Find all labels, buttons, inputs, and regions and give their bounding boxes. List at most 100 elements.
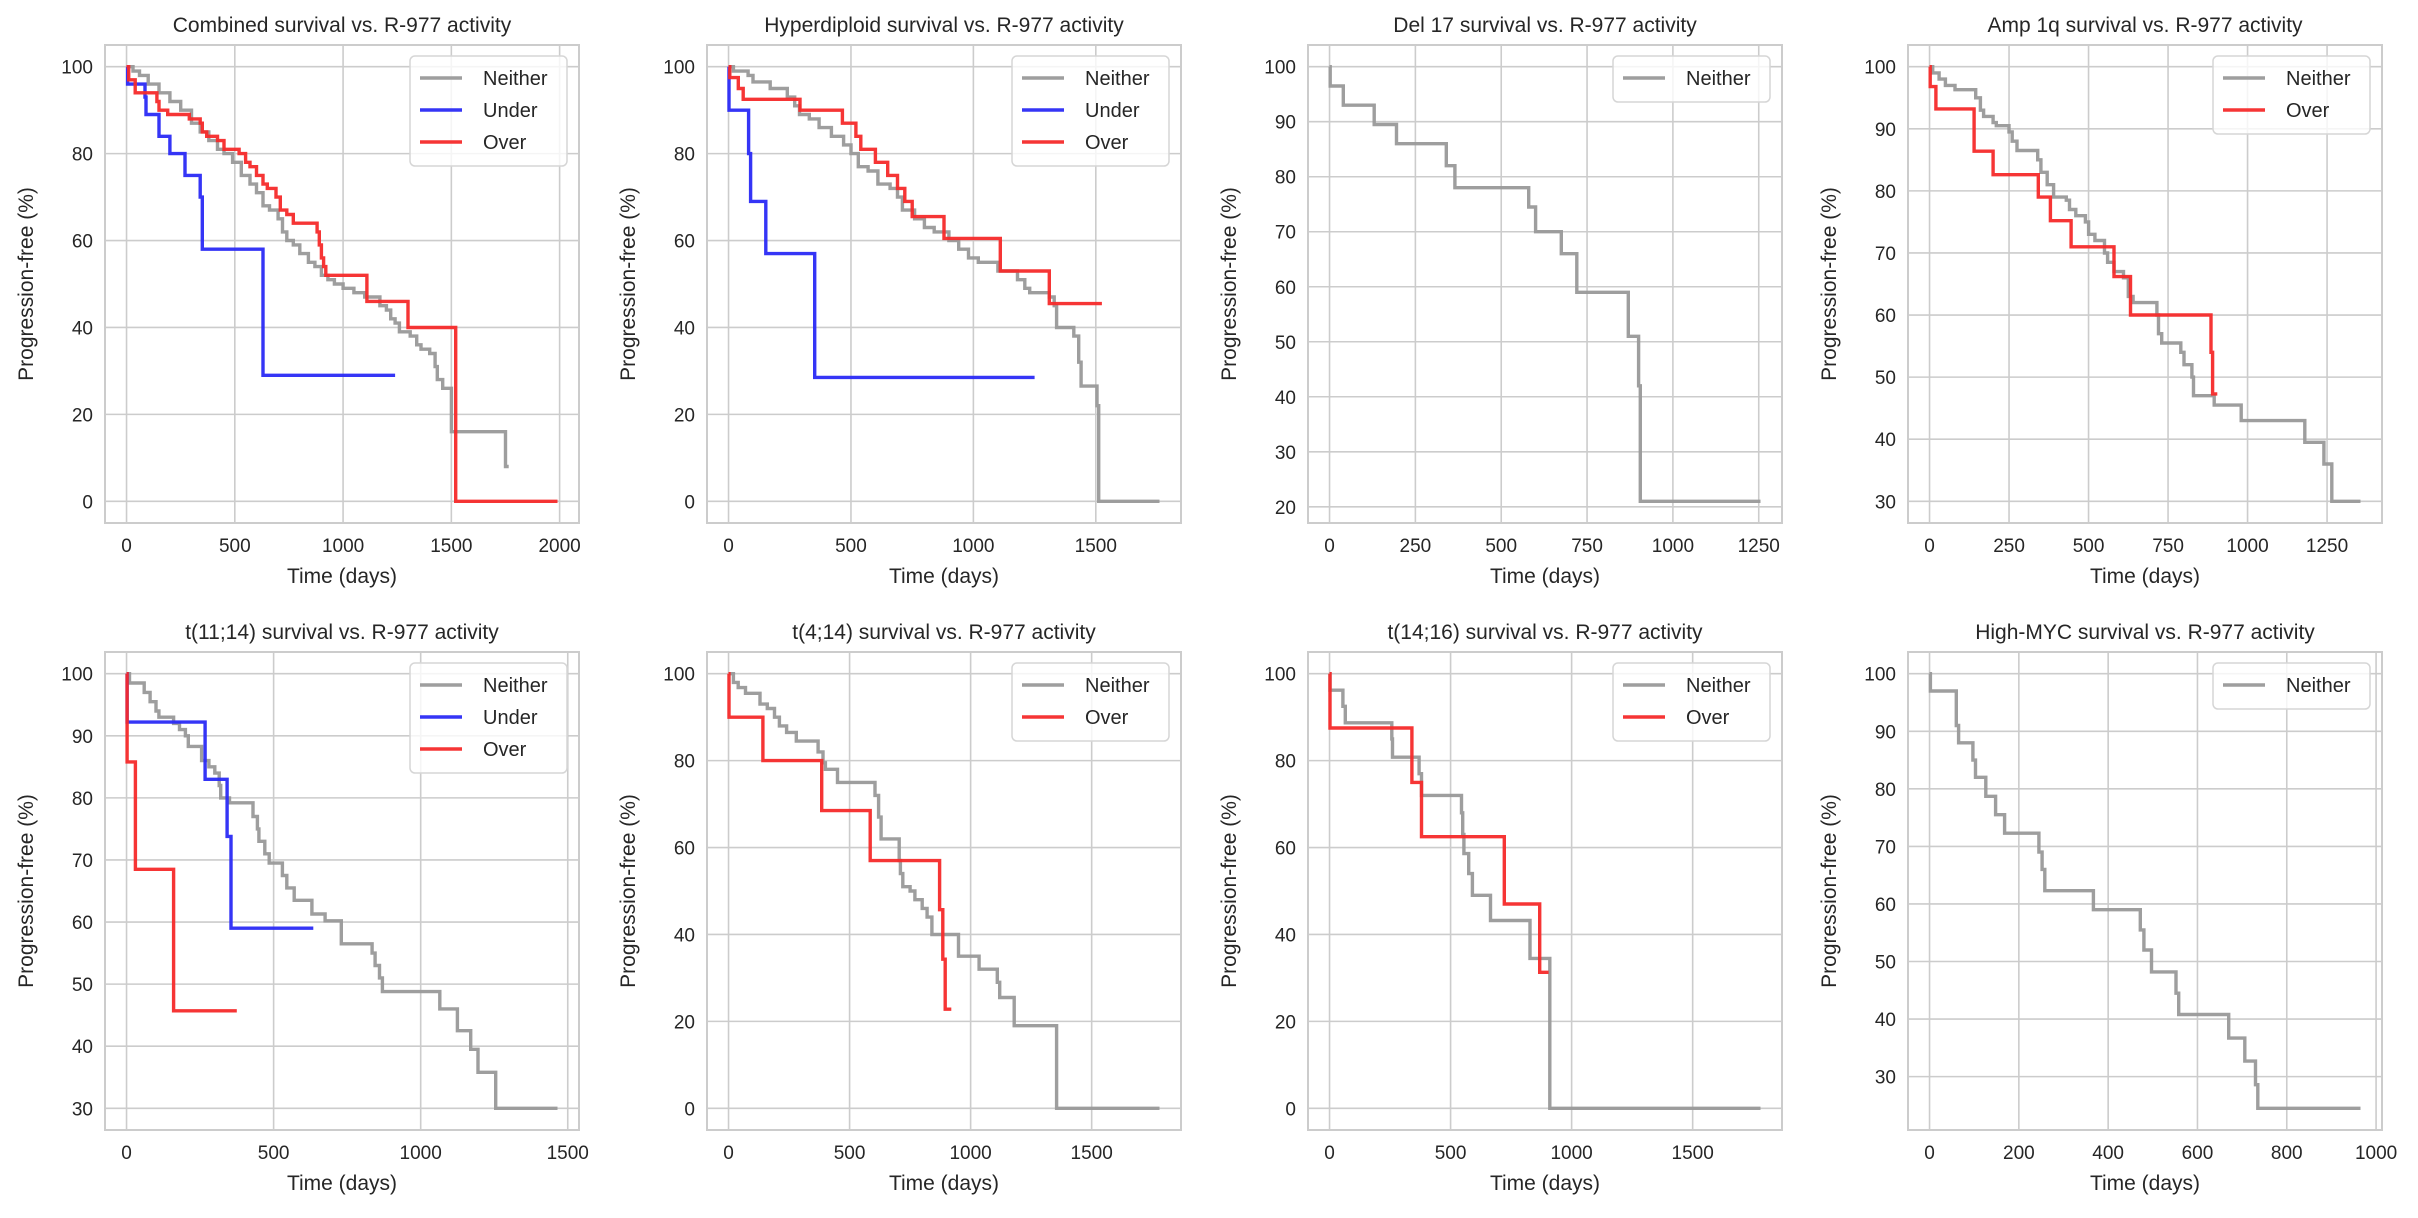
y-tick-label: 100 [1864, 665, 1896, 686]
y-tick-label: 30 [1875, 492, 1896, 513]
subplot-4: 0 250 500 750 1000 1250 30 40 50 60 70 80 90 100 Amp 1… [1818, 14, 2383, 588]
y-tick-label: 100 [61, 665, 93, 686]
x-tick-label: 500 [1485, 536, 1517, 557]
axes-frame [104, 44, 580, 524]
y-tick-label: 80 [674, 752, 695, 773]
x-tick-label: 500 [834, 1143, 866, 1164]
y-tick-label: 0 [684, 1099, 695, 1120]
legend: Neither [2212, 662, 2371, 710]
y-axis-label: Progression-free (%) [15, 794, 38, 988]
legend-item-under: Under [420, 100, 538, 122]
y-tick-label: 20 [1275, 1012, 1296, 1033]
subplot-3: 0 250 500 750 1000 1250 20 30 40 50 60 70 80 90 100 Del… [1218, 14, 1783, 588]
x-tick-label: 1000 [1652, 536, 1694, 557]
y-tick-label: 50 [72, 975, 93, 996]
legend-box [2212, 662, 2371, 710]
y-tick-label: 80 [674, 145, 695, 166]
legend: Neither Over [2212, 55, 2371, 135]
legend-item-neither: Neither [2223, 675, 2351, 697]
y-tick-label: 0 [1285, 1099, 1296, 1120]
y-tick-label: 40 [674, 925, 695, 946]
legend-label: Under [483, 707, 538, 729]
x-tick-label: 0 [723, 1143, 734, 1164]
y-tick-label: 0 [684, 492, 695, 513]
legend-label: Neither [1085, 68, 1150, 90]
legend-box [409, 55, 568, 167]
subplot-6: 0 500 1000 1500 0 20 40 60 80 100 t(4;14) survival… [617, 621, 1182, 1195]
x-tick-label: 200 [2003, 1143, 2035, 1164]
y-tick-label: 100 [1264, 58, 1296, 79]
subplot-title: t(14;16) survival vs. R-977 activity [1387, 621, 1703, 644]
y-tick-label: 30 [1275, 443, 1296, 464]
legend-label: Neither [1686, 675, 1751, 697]
x-tick-label: 500 [258, 1143, 290, 1164]
series-line-over [1928, 65, 2218, 396]
y-tick-label: 40 [1275, 388, 1296, 409]
legend-item-neither: Neither [420, 675, 548, 697]
subplot-title: t(11;14) survival vs. R-977 activity [185, 621, 499, 644]
y-tick-label: 60 [1875, 306, 1896, 327]
x-tick-label: 0 [1924, 536, 1935, 557]
x-tick-label: 0 [1324, 1143, 1335, 1164]
legend-label: Over [1085, 132, 1129, 154]
series-line-under [125, 65, 396, 377]
y-tick-label: 80 [72, 145, 93, 166]
x-tick-label: 1500 [430, 536, 472, 557]
x-tick-label: 1000 [2226, 536, 2268, 557]
y-axis-label: Progression-free (%) [617, 794, 640, 988]
series-line-neither [1328, 65, 1761, 503]
y-tick-label: 50 [1275, 333, 1296, 354]
legend-label: Over [483, 132, 527, 154]
y-tick-label: 90 [72, 727, 93, 748]
y-axis-label: Progression-free (%) [15, 187, 38, 381]
y-tick-label: 80 [72, 789, 93, 810]
subplot-8: 0 200 400 600 800 1000 30 40 50 60 70 80 90 100 High-M… [1818, 621, 2397, 1195]
legend-item-under: Under [420, 707, 538, 729]
legend-box [2212, 55, 2371, 135]
x-tick-label: 0 [723, 536, 734, 557]
y-tick-label: 80 [1275, 752, 1296, 773]
x-axis-label: Time (days) [1490, 1172, 1600, 1195]
x-tick-label: 250 [1400, 536, 1432, 557]
y-axis-label: Progression-free (%) [1218, 794, 1241, 988]
axes-frame [706, 44, 1182, 524]
legend-item-under: Under [1022, 100, 1140, 122]
x-tick-label: 1000 [322, 536, 364, 557]
subplot-5: 0 500 1000 1500 30 40 50 60 70 80 90 100 t(11;14) su… [15, 621, 589, 1195]
legend-label: Neither [2286, 675, 2351, 697]
x-tick-label: 1000 [2355, 1143, 2397, 1164]
legend-box [1011, 55, 1170, 167]
axes-frame [104, 651, 580, 1131]
series-line-over [1328, 672, 1549, 974]
legend-box [1612, 55, 1771, 103]
y-tick-label: 40 [72, 1037, 93, 1058]
y-tick-label: 100 [61, 58, 93, 79]
axes-frame [1907, 651, 2383, 1131]
x-tick-label: 500 [1435, 1143, 1467, 1164]
y-tick-label: 70 [1875, 244, 1896, 265]
x-tick-label: 0 [121, 1143, 132, 1164]
x-tick-label: 0 [121, 536, 132, 557]
subplot-title: Hyperdiploid survival vs. R-977 activity [764, 14, 1124, 37]
y-tick-label: 20 [1275, 498, 1296, 519]
x-axis-label: Time (days) [2090, 565, 2200, 588]
y-axis-label: Progression-free (%) [1218, 187, 1241, 381]
legend-item-neither: Neither [1022, 675, 1150, 697]
legend-label: Under [483, 100, 538, 122]
y-tick-label: 70 [1275, 223, 1296, 244]
y-tick-label: 20 [674, 1012, 695, 1033]
axes-frame [1907, 44, 2383, 524]
legend-item-over: Over [420, 132, 527, 154]
y-tick-label: 60 [674, 232, 695, 253]
y-tick-label: 70 [1875, 837, 1896, 858]
x-axis-label: Time (days) [889, 1172, 999, 1195]
x-tick-label: 600 [2182, 1143, 2214, 1164]
x-tick-label: 0 [1324, 536, 1335, 557]
legend: Neither Under Over [1011, 55, 1170, 167]
y-tick-label: 100 [1864, 58, 1896, 79]
legend-box [1612, 662, 1771, 742]
series-line-over [126, 65, 558, 503]
x-tick-label: 250 [1993, 536, 2025, 557]
subplot-2: 0 500 1000 1500 0 20 40 60 80 100 Hyperdiploid sur… [617, 14, 1182, 588]
legend-label: Neither [483, 68, 548, 90]
